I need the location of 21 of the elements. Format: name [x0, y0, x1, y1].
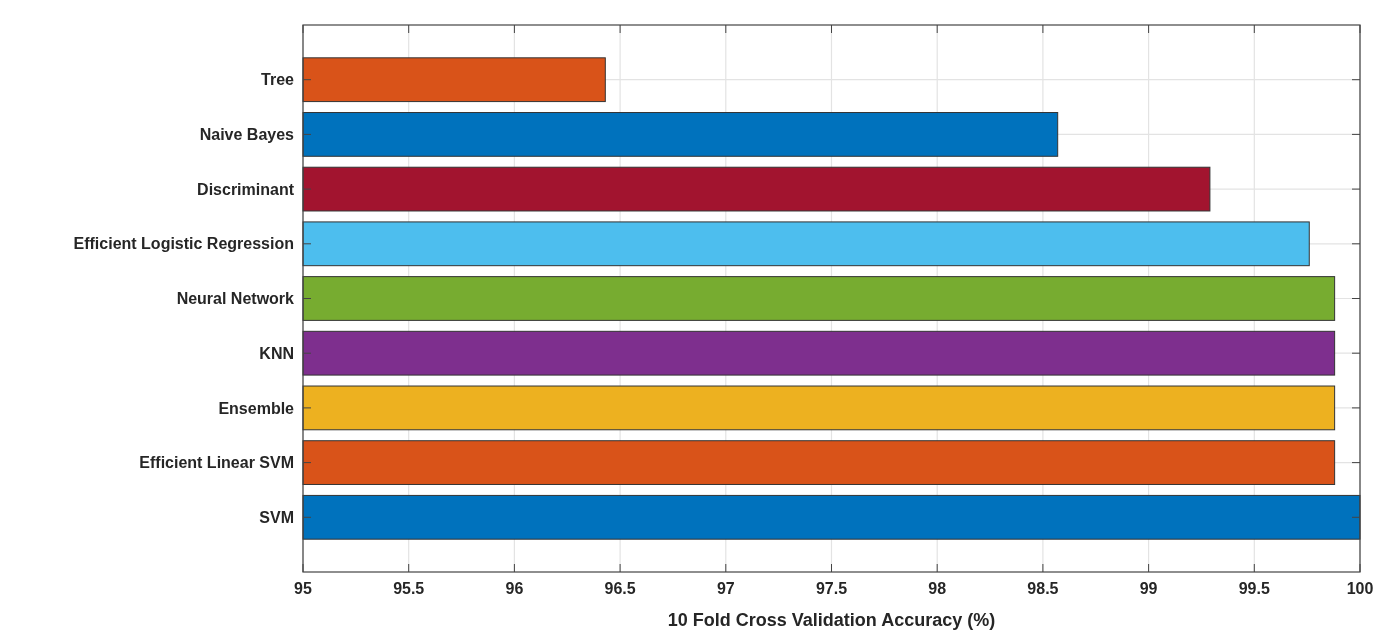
x-tick-label: 98	[928, 580, 947, 597]
x-tick-label: 95.5	[393, 580, 425, 597]
y-tick-label: Discriminant	[197, 180, 295, 198]
y-tick-label: Efficient Linear SVM	[139, 454, 294, 472]
x-tick-label: 99.5	[1238, 580, 1270, 597]
y-tick-label: Ensemble	[218, 399, 295, 417]
x-tick-label: 97.5	[815, 580, 848, 597]
x-tick-label: 99	[1139, 580, 1158, 597]
x-tick-label: 96	[505, 580, 524, 597]
x-axis-title: 10 Fold Cross Validation Accuracy (%)	[667, 610, 996, 630]
y-tick-label: Naive Bayes	[199, 126, 295, 143]
x-tick-label: 95	[294, 580, 312, 597]
x-tick-label: 98.5	[1027, 580, 1059, 597]
y-tick-label: Efficient Logistic Regression	[73, 235, 294, 253]
y-tick-label: SVM	[259, 508, 294, 526]
y-tick-label: KNN	[259, 344, 294, 362]
x-tick-label: 96.5	[604, 580, 636, 597]
y-tick-label: Neural Network	[176, 290, 295, 308]
y-tick-label: Tree	[261, 71, 295, 89]
x-tick-label: 97	[716, 580, 735, 597]
x-tick-label: 100	[1346, 580, 1374, 597]
